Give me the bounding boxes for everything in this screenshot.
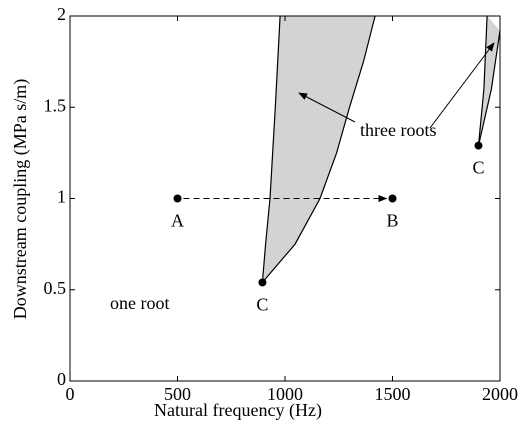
y-axis-label: Downstream coupling (MPa s/m) bbox=[10, 79, 31, 319]
annotation: three roots bbox=[360, 120, 436, 140]
x-tick-label: 0 bbox=[66, 384, 75, 404]
region-boundary bbox=[261, 15, 376, 283]
point-label: C bbox=[472, 158, 484, 178]
point bbox=[474, 141, 483, 150]
point-label: A bbox=[171, 211, 184, 231]
annotation-arrow bbox=[429, 42, 495, 129]
annotation-arrow bbox=[298, 92, 356, 123]
x-tick-label: 1000 bbox=[267, 384, 303, 404]
y-tick-label: 2 bbox=[57, 4, 66, 24]
x-tick-label: 500 bbox=[164, 384, 191, 404]
y-tick-label: 0 bbox=[57, 369, 66, 389]
region-boundary bbox=[477, 30, 501, 146]
annotation: one root bbox=[110, 293, 169, 313]
y-tick-label: 1.5 bbox=[44, 95, 67, 115]
plot bbox=[173, 15, 501, 287]
point-label: B bbox=[386, 211, 398, 231]
point bbox=[388, 194, 397, 203]
region-fill bbox=[478, 16, 500, 146]
point bbox=[258, 278, 267, 287]
x-tick-label: 2000 bbox=[482, 384, 518, 404]
x-axis-label: Natural frequency (Hz) bbox=[154, 400, 322, 421]
y-tick-label: 0.5 bbox=[44, 278, 67, 298]
y-tick-label: 1 bbox=[57, 187, 66, 207]
region-boundary bbox=[477, 15, 488, 146]
point bbox=[173, 194, 182, 203]
x-tick-label: 1500 bbox=[375, 384, 411, 404]
region-boundary bbox=[261, 15, 281, 283]
point-label: C bbox=[256, 295, 268, 315]
region-fill bbox=[262, 16, 376, 283]
